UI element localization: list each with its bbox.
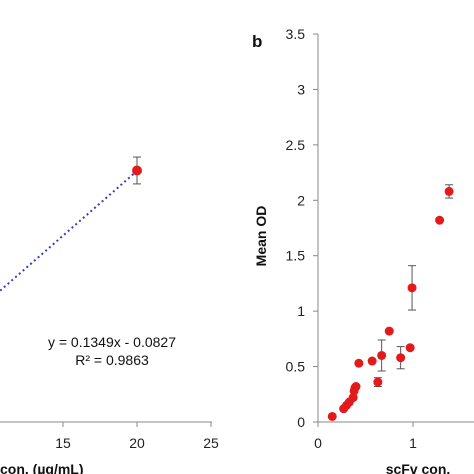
panel-b-data-point [367,356,377,366]
panel-b-data-point [405,343,415,353]
panel-a-data-point [132,165,142,176]
panel-b-data-point [348,393,358,403]
panel-b-y-tick-label: 2 [297,192,305,208]
panel-a-x-tick-label: 15 [55,435,71,451]
panel-a-x-ticks: 15 20 25 [55,422,219,451]
panel-b-data-point [396,353,406,363]
panel-b-y-tick-label: 1.5 [286,248,306,264]
panel-a-plot: 15 20 25 y = 0.1349x - 0.0827 R² = 0.9863 … [0,156,219,474]
panel-b-y-tick-label: 1 [297,303,305,319]
panel-b-label: b [252,32,262,51]
panel-b-data-point [407,283,417,293]
panel-b-data-point [327,411,337,421]
panel-b-y-ticks: 0 0.5 1 1.5 2 2.5 3 3.5 [286,26,318,430]
panel-b-x-axis-label: scFv con. [386,461,451,474]
panel-b-x-tick-label: 1 [409,435,417,451]
panel-b-data-point [373,377,383,387]
panel-a-trendline [0,170,138,293]
panel-b-data-point [444,186,454,196]
panel-a-trendline-group [0,170,138,293]
panel-b-y-axis-label: Mean OD [253,206,269,267]
panel-b-y-tick-label: 0 [297,414,305,430]
panel-b-data-point [435,215,445,225]
panel-b-data-points [327,184,454,421]
panel-b-y-tick-label: 3.5 [286,26,306,42]
panel-b-y-tick-label: 0.5 [286,359,306,375]
panel-a-r-squared: R² = 0.9863 [75,352,149,368]
panel-b-data-point [351,382,361,392]
panel-b-y-tick-label: 3 [297,81,305,97]
panel-b-y-tick-label: 2.5 [286,137,306,153]
panel-b-data-point [377,350,387,360]
panel-b-x-tick-label: 0 [314,435,322,451]
panel-a-data-points [132,156,142,185]
panel-a-x-axis-label: con. (µg/mL) [0,461,84,474]
panel-b-data-point [354,358,364,368]
panel-b-data-point [384,326,394,336]
panel-a-x-tick-label: 25 [203,435,219,451]
panel-a-x-tick-label: 20 [129,435,145,451]
panel-a-equation: y = 0.1349x - 0.0827 [48,334,176,350]
